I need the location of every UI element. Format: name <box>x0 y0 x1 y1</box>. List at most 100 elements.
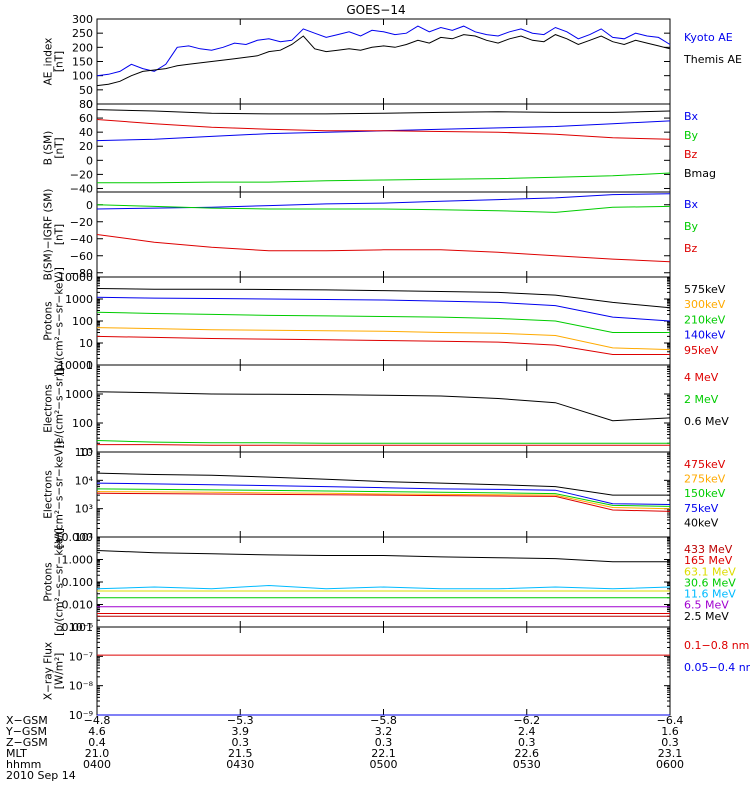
legend-item: 4 MeV <box>684 371 719 384</box>
y-axis-label: [e/(cm²−s−sr)] <box>54 369 66 448</box>
legend-item: 2 MeV <box>684 393 719 406</box>
series-line-140kev <box>97 297 670 321</box>
y-tick-label: 1000 <box>65 293 93 306</box>
series-line-bmag <box>97 110 670 114</box>
legend-item: Bx <box>684 198 699 211</box>
legend-item: 300keV <box>684 298 726 311</box>
y-tick-label: 10 <box>79 337 93 350</box>
series-line-300kev <box>97 328 670 350</box>
legend-item: 2.5 MeV <box>684 610 729 623</box>
series-line-11-6-mev <box>97 586 670 589</box>
legend-item: 275keV <box>684 473 726 486</box>
y-tick-label: 10⁵ <box>75 446 93 459</box>
panel-protons2: 0.0010.0100.1001.00010.000Protons[p/(cm²… <box>43 528 737 636</box>
x-tick-value: 0400 <box>83 758 111 771</box>
y-tick-label: 100 <box>72 417 93 430</box>
x-tick-value: 0600 <box>656 758 684 771</box>
y-tick-label: −40 <box>70 182 93 195</box>
panel-xray: 10⁻⁹10⁻⁸10⁻⁷10⁻⁶X−ray Flux[W/m²]0.1−0.8 … <box>43 621 750 722</box>
y-tick-label: 200 <box>72 41 93 54</box>
y-tick-label: −20 <box>70 216 93 229</box>
series-line-2-5-mev <box>97 551 670 562</box>
series-line-95kev <box>97 336 670 354</box>
series-line-bz <box>97 120 670 140</box>
y-tick-label: 0.100 <box>62 576 94 589</box>
y-tick-label: 60 <box>79 112 93 125</box>
y-tick-label: 10³ <box>75 503 93 516</box>
series-line-2-mev <box>97 441 670 444</box>
legend-item: Kyoto AE <box>684 31 733 44</box>
panel-frame <box>97 192 670 277</box>
panel-frame <box>97 627 670 715</box>
y-tick-label: 1000 <box>65 388 93 401</box>
legend-item: 0.1−0.8 nm <box>684 639 749 652</box>
legend-item: Bmag <box>684 167 716 180</box>
x-row-label: 2010 Sep 14 <box>6 769 76 782</box>
legend-item: 140keV <box>684 329 726 342</box>
chart-title: GOES−14 <box>346 3 405 17</box>
panel-electrons2: 10²10³10⁴10⁵Electrons[e/(cm²−s−sr−keV)]4… <box>43 441 726 549</box>
y-tick-label: 250 <box>72 27 93 40</box>
series-line-bz <box>97 235 670 262</box>
legend-item: 150keV <box>684 487 726 500</box>
y-tick-label: 50 <box>79 84 93 97</box>
legend-item: 0.6 MeV <box>684 415 729 428</box>
series-line-by <box>97 205 670 213</box>
y-axis-label: [nT] <box>54 51 66 72</box>
series-line-by <box>97 173 670 183</box>
series-line-4-mev <box>97 445 670 446</box>
y-tick-label: 10⁴ <box>75 474 94 487</box>
y-tick-label: 10⁻⁸ <box>69 680 94 693</box>
legend-item: Bx <box>684 110 699 123</box>
series-line-kyoto-ae <box>97 26 670 76</box>
y-tick-label: 100 <box>72 70 93 83</box>
y-tick-label: 40 <box>79 126 93 139</box>
y-tick-label: 0 <box>86 199 93 212</box>
y-tick-label: −60 <box>70 250 93 263</box>
panel-protons1: 110100100010000Protons[p/(cm²−s−sr−keV)]… <box>43 267 726 375</box>
panel-frame <box>97 104 670 192</box>
x-tick-value: 0430 <box>226 758 254 771</box>
legend-item: 40keV <box>684 516 719 529</box>
series-line-475kev <box>97 493 670 511</box>
y-axis-label: [p/(cm²−s−sr−keV)] <box>54 528 66 636</box>
y-tick-label: −20 <box>70 168 93 181</box>
x-tick-value: 0530 <box>513 758 541 771</box>
y-tick-label: 300 <box>72 13 93 26</box>
legend-item: Themis AE <box>683 53 742 66</box>
x-tick-value: 0500 <box>370 758 398 771</box>
legend-item: By <box>684 129 699 142</box>
legend-item: By <box>684 220 699 233</box>
legend-item: 95keV <box>684 344 719 357</box>
legend-item: 0.05−0.4 nm <box>684 661 750 674</box>
legend-item: Bz <box>684 242 698 255</box>
y-tick-label: −40 <box>70 233 93 246</box>
y-tick-label: 10⁻⁶ <box>69 621 94 634</box>
y-tick-label: 10⁻⁷ <box>69 650 93 663</box>
legend-item: 75keV <box>684 502 719 515</box>
legend-item: 575keV <box>684 283 726 296</box>
y-tick-label: 0 <box>86 154 93 167</box>
legend-item: 210keV <box>684 313 726 326</box>
y-tick-label: 0.010 <box>62 599 94 612</box>
y-tick-label: 150 <box>72 56 93 69</box>
y-tick-label: 100 <box>72 315 93 328</box>
y-axis-label: [nT] <box>54 137 66 158</box>
legend-item: 475keV <box>684 458 726 471</box>
series-line-150kev <box>97 489 670 507</box>
y-tick-label: 1.000 <box>62 554 94 567</box>
series-line-0-6-mev <box>97 392 670 421</box>
y-tick-label: 80 <box>79 98 93 111</box>
y-axis-label: [W/m²] <box>54 653 66 690</box>
y-tick-label: 20 <box>79 140 93 153</box>
series-line-themis-ae <box>97 35 670 86</box>
y-axis-label: [nT] <box>54 224 66 245</box>
panel-frame <box>97 365 670 452</box>
legend-item: Bz <box>684 148 698 161</box>
